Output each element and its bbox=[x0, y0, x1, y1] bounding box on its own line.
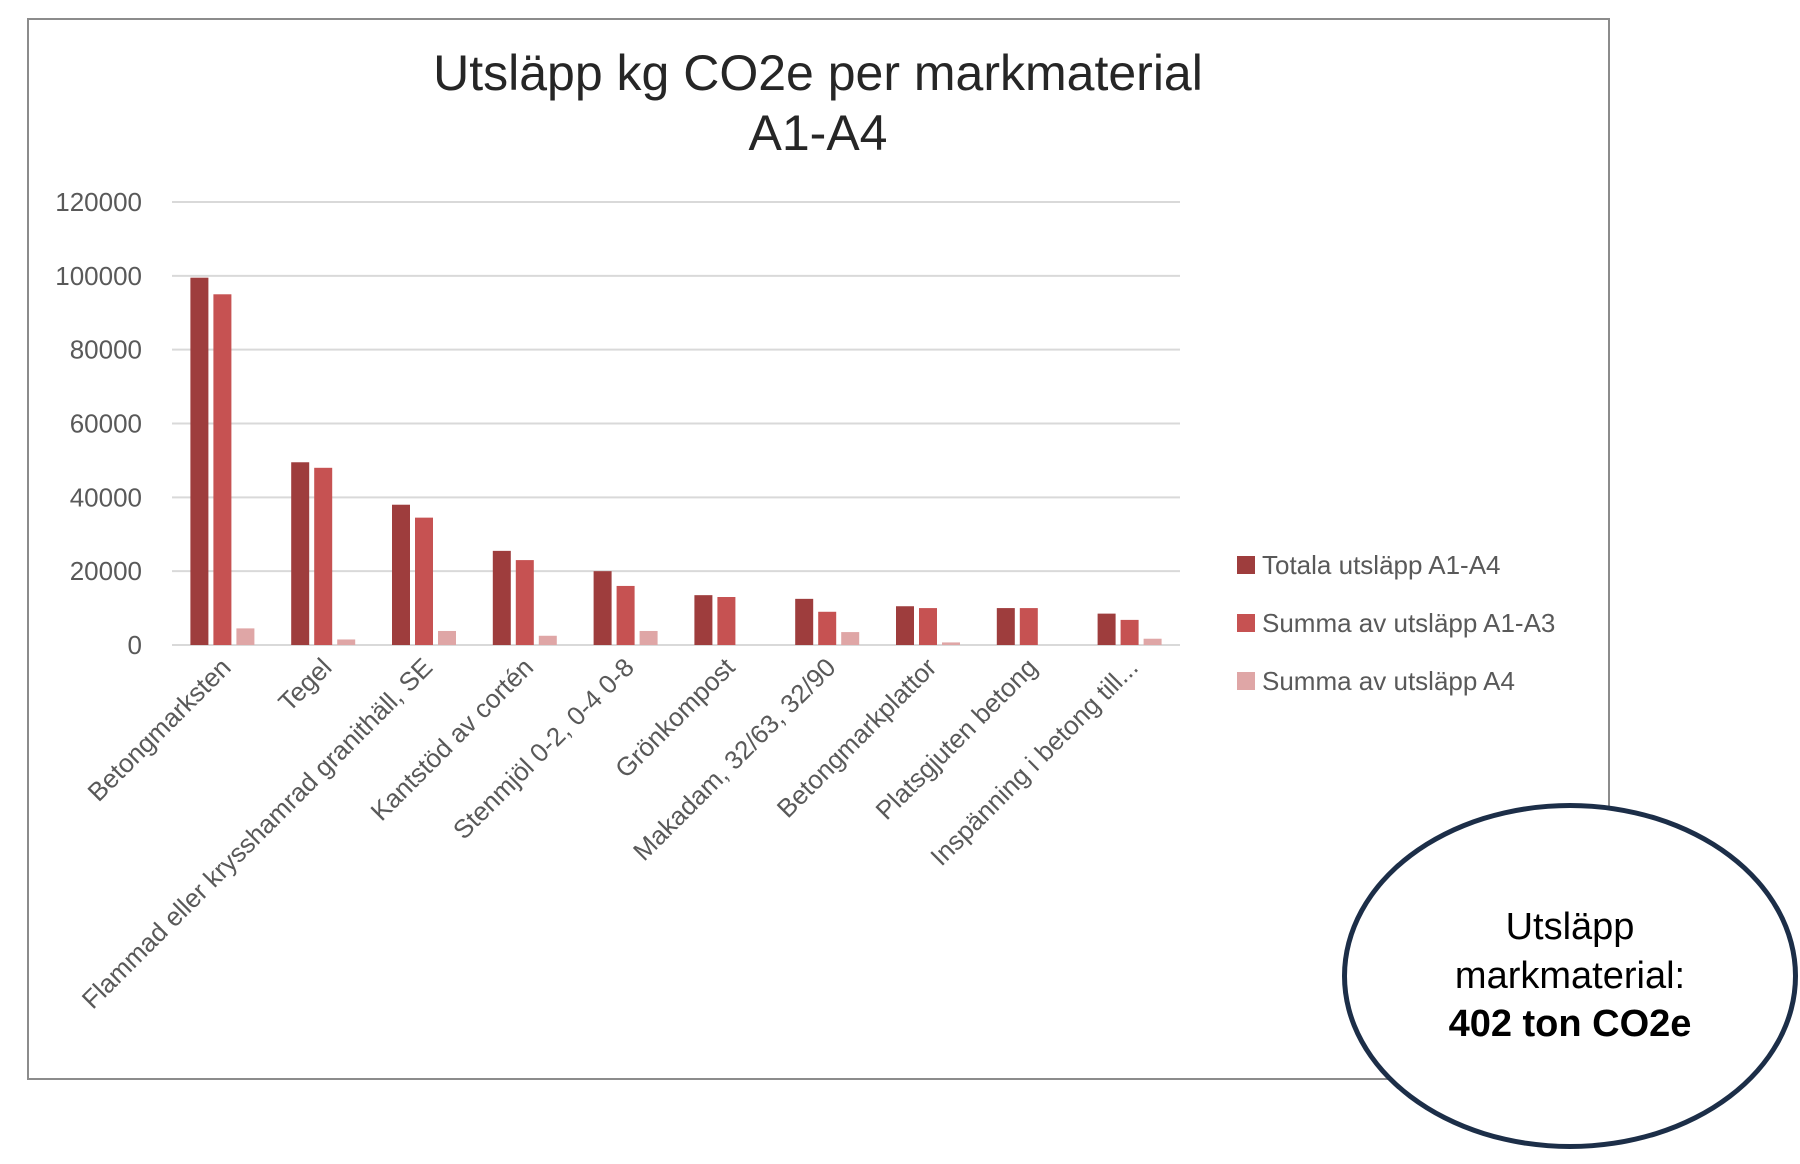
legend: Totala utsläpp A1-A4 Summa av utsläpp A1-… bbox=[1237, 550, 1555, 696]
bar-2 bbox=[919, 608, 937, 645]
y-tick-label: 120000 bbox=[55, 187, 142, 217]
y-tick-label: 40000 bbox=[70, 482, 142, 512]
bar-1 bbox=[593, 571, 612, 645]
x-tick-label: Betongmarksten bbox=[82, 652, 237, 807]
x-tick-label: Stenmjöl 0-2, 0-4 0-8 bbox=[447, 652, 640, 845]
bar-3 bbox=[337, 639, 356, 645]
summary-line-2: markmaterial: bbox=[1454, 954, 1686, 997]
x-tick-label: Makadam, 32/63, 32/90 bbox=[627, 652, 841, 866]
y-tick-label: 100000 bbox=[55, 261, 142, 291]
bar-1 bbox=[694, 595, 713, 645]
legend-swatch bbox=[1237, 556, 1255, 574]
x-tick-label: Flammad eller krysshamrad granithäll, SE bbox=[76, 652, 438, 1014]
bar-2 bbox=[1120, 619, 1139, 645]
legend-swatch bbox=[1237, 672, 1255, 690]
bar-3 bbox=[438, 630, 456, 645]
bar-2 bbox=[515, 560, 534, 645]
bar-1 bbox=[1097, 613, 1116, 645]
bar-2 bbox=[818, 611, 837, 645]
bar-2 bbox=[314, 467, 333, 645]
bar-1 bbox=[795, 598, 814, 645]
bar-2 bbox=[616, 585, 635, 645]
y-axis-ticks: 0 20000 40000 60000 80000 100000 120000 bbox=[55, 187, 142, 660]
y-tick-label: 80000 bbox=[70, 335, 142, 365]
bar-2 bbox=[717, 597, 736, 645]
bar-1 bbox=[896, 606, 914, 645]
bar-1 bbox=[392, 504, 410, 645]
legend-swatch bbox=[1237, 614, 1255, 632]
bar-3 bbox=[841, 632, 860, 645]
bar-1 bbox=[996, 608, 1015, 645]
bar-1 bbox=[190, 277, 209, 645]
summary-line-1: Utsläpp bbox=[1505, 906, 1635, 949]
bar-2 bbox=[213, 294, 232, 645]
x-tick-label: Inspänning i betong till... bbox=[924, 652, 1144, 872]
bar-3 bbox=[236, 628, 255, 645]
chart-title-line-1: Utsläpp kg CO2e per markmaterial bbox=[433, 45, 1203, 101]
bars bbox=[190, 277, 1162, 645]
y-tick-label: 0 bbox=[128, 630, 142, 660]
bar-2 bbox=[1019, 608, 1038, 645]
bar-1 bbox=[291, 462, 310, 645]
summary-value: 402 ton CO2e bbox=[1448, 1003, 1692, 1046]
legend-label: Totala utsläpp A1-A4 bbox=[1262, 550, 1501, 580]
chart-frame bbox=[27, 18, 1610, 1080]
bar-3 bbox=[1143, 638, 1162, 645]
legend-label: Summa av utsläpp A4 bbox=[1262, 666, 1515, 696]
y-tick-label: 20000 bbox=[70, 556, 142, 586]
bar-1 bbox=[492, 550, 511, 645]
bar-3 bbox=[942, 642, 960, 645]
y-tick-label: 60000 bbox=[70, 409, 142, 439]
bar-3 bbox=[538, 635, 557, 645]
bar-2 bbox=[415, 517, 433, 645]
summary-callout: Utsläpp markmaterial: 402 ton CO2e bbox=[1342, 803, 1798, 1149]
bar-3 bbox=[639, 630, 658, 645]
chart-title-line-2: A1-A4 bbox=[749, 105, 888, 161]
legend-label: Summa av utsläpp A1-A3 bbox=[1262, 608, 1555, 638]
x-tick-label: Tegel bbox=[272, 652, 337, 717]
